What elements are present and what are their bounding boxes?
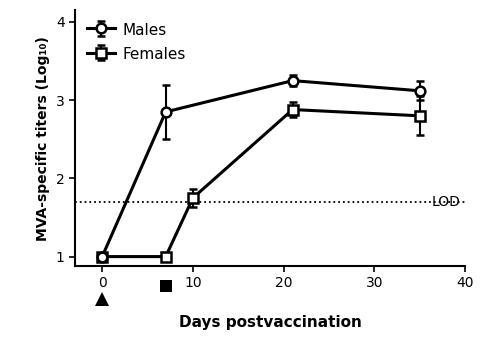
X-axis label: Days postvaccination: Days postvaccination	[178, 315, 362, 330]
Y-axis label: MVA-specific titers (Log₁₀): MVA-specific titers (Log₁₀)	[36, 36, 50, 240]
Text: LOD: LOD	[432, 195, 460, 209]
Legend: Males, Females: Males, Females	[82, 18, 190, 66]
